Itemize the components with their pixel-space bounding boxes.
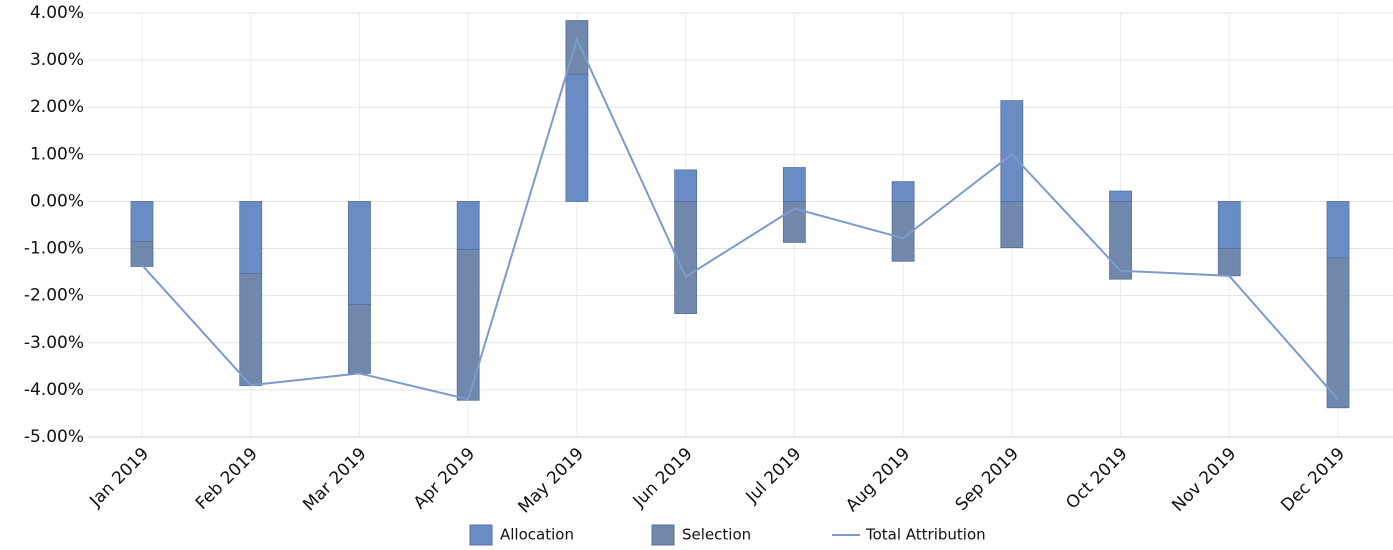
x-tick-label: Nov 2019 bbox=[1168, 444, 1240, 516]
x-tick-label: Apr 2019 bbox=[410, 444, 479, 513]
x-tick-label: May 2019 bbox=[515, 444, 588, 517]
bar bbox=[674, 169, 698, 202]
y-tick-label: -3.00% bbox=[24, 333, 84, 353]
y-tick-label: -2.00% bbox=[24, 286, 84, 306]
x-tick-label: Jul 2019 bbox=[742, 444, 806, 508]
bar bbox=[782, 167, 806, 202]
bar bbox=[239, 201, 263, 274]
bar bbox=[348, 201, 371, 306]
bar bbox=[1217, 201, 1241, 249]
line bbox=[141, 36, 1339, 401]
bar bbox=[348, 304, 371, 374]
legend-swatch bbox=[469, 524, 493, 546]
legend-label: Total Attribution bbox=[865, 526, 986, 544]
legend-label: Selection bbox=[682, 526, 751, 544]
y-tick-label: -1.00% bbox=[24, 239, 84, 259]
bar bbox=[1109, 201, 1132, 280]
x-tick-label: Jan 2019 bbox=[85, 444, 153, 512]
bar bbox=[1326, 257, 1350, 409]
bar bbox=[891, 201, 915, 262]
bar bbox=[130, 241, 154, 267]
x-tick-label: Dec 2019 bbox=[1277, 444, 1349, 516]
y-tick-label: -5.00% bbox=[24, 427, 84, 447]
bar bbox=[565, 73, 589, 202]
bar bbox=[239, 273, 263, 387]
x-tick-label: Oct 2019 bbox=[1062, 444, 1131, 513]
y-tick-label: 3.00% bbox=[30, 50, 84, 70]
legend-label: Allocation bbox=[500, 526, 574, 544]
legend-swatch bbox=[651, 524, 675, 546]
bar bbox=[1000, 100, 1024, 202]
y-tick-label: -4.00% bbox=[24, 380, 84, 400]
x-tick-label: Aug 2019 bbox=[842, 444, 914, 516]
bar bbox=[891, 181, 915, 202]
y-tick-label: 4.00% bbox=[30, 3, 84, 23]
x-tick-label: Mar 2019 bbox=[299, 444, 370, 515]
y-tick-label: 0.00% bbox=[30, 191, 84, 211]
x-tick-label: Sep 2019 bbox=[952, 444, 1023, 515]
bar bbox=[674, 201, 698, 314]
bar bbox=[1217, 248, 1241, 277]
y-tick-label: 2.00% bbox=[30, 97, 84, 117]
bar bbox=[456, 201, 480, 250]
bar bbox=[130, 201, 154, 242]
bar bbox=[456, 249, 480, 401]
bar bbox=[1326, 201, 1350, 259]
x-tick-label: Feb 2019 bbox=[192, 444, 262, 514]
bar bbox=[1109, 190, 1132, 202]
y-tick-label: 1.00% bbox=[30, 144, 84, 164]
x-tick-label: Jun 2019 bbox=[629, 444, 697, 512]
bar bbox=[1000, 201, 1024, 249]
